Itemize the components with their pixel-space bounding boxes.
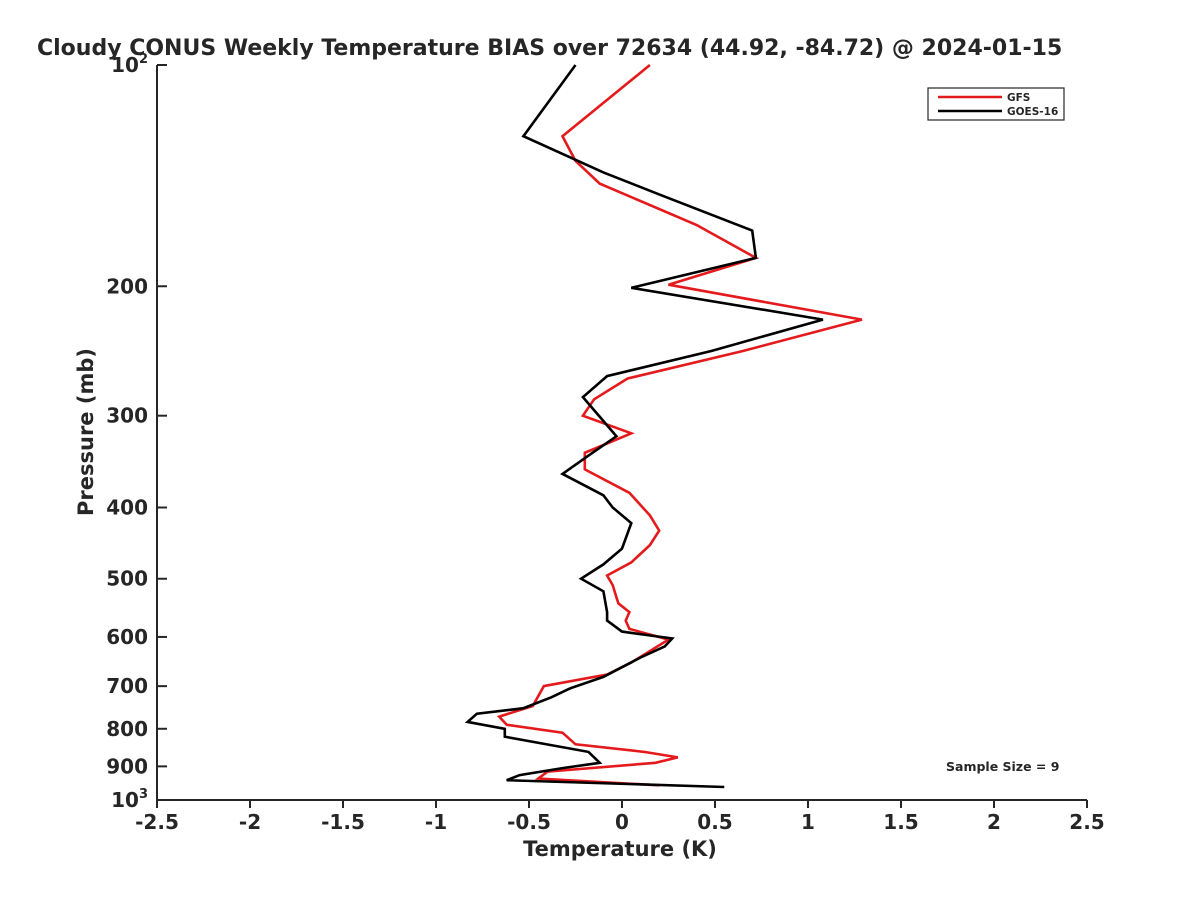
x-tick-label: -0.5 <box>507 810 551 834</box>
x-tick-label: -2 <box>239 810 261 834</box>
x-tick-label: 0.5 <box>697 810 732 834</box>
x-tick-label: 0 <box>615 810 629 834</box>
legend-box <box>927 87 1065 121</box>
y-axis-ticks: 200 300 400 500 600 700 800 900 102 103 <box>106 52 167 812</box>
y-axis-label: Pressure (mb) <box>74 348 98 516</box>
x-tick-label: 1 <box>801 810 815 834</box>
x-tick-label: -1.5 <box>321 810 365 834</box>
chart-title: Cloudy CONUS Weekly Temperature BIAS ove… <box>37 36 1062 61</box>
y-tick-label: 200 <box>106 274 148 298</box>
y-tick-label: 103 <box>111 787 148 812</box>
y-tick-label: 900 <box>106 754 148 778</box>
x-tick-label: -1 <box>425 810 447 834</box>
y-tick-label: 102 <box>111 52 148 77</box>
legend-label: GFS <box>1007 92 1030 104</box>
y-tick-label: 800 <box>106 717 148 741</box>
sample-size-annotation: Sample Size = 9 <box>946 759 1059 774</box>
x-tick-label: 2 <box>987 810 1001 834</box>
y-tick-label: 700 <box>106 674 148 698</box>
x-axis-label: Temperature (K) <box>523 837 717 861</box>
x-tick-label: -2.5 <box>135 810 179 834</box>
series-layer <box>464 63 863 789</box>
x-axis-ticks: -2.5 -2 -1.5 -1 -0.5 0 0.5 1 1.5 2 2.5 <box>135 800 1105 834</box>
y-tick-label: 400 <box>106 496 148 520</box>
y-tick-label: 500 <box>106 567 148 591</box>
series-line-goes-16 <box>464 64 824 789</box>
legend-label: GOES-16 <box>1007 106 1058 118</box>
series-line-gfs <box>496 63 863 787</box>
y-tick-label: 300 <box>106 404 148 428</box>
legend: GFS GOES-16 <box>927 87 1065 121</box>
y-tick-label: 600 <box>106 625 148 649</box>
x-tick-label: 1.5 <box>883 810 918 834</box>
x-tick-label: 2.5 <box>1069 810 1104 834</box>
